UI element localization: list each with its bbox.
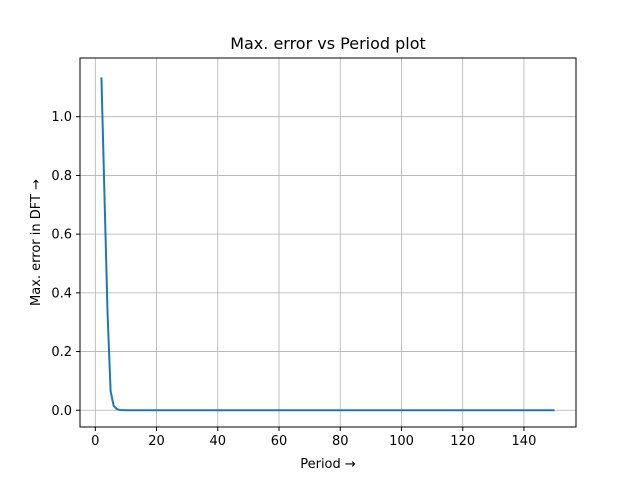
series-line-0: [100, 77, 555, 412]
x-tick-label: 20: [148, 434, 165, 449]
chart-title: Max. error vs Period plot: [230, 34, 426, 53]
y-tick-label: 1.0: [51, 110, 72, 125]
x-axis-label: Period →: [300, 457, 356, 472]
y-tick-label: 0.8: [51, 169, 72, 184]
series-layer: [100, 77, 555, 412]
y-tick-label: 0.0: [51, 404, 72, 419]
x-ticks: 0 20 40 60 80 100 120 140: [91, 427, 536, 449]
y-tick-label: 0.6: [51, 228, 72, 243]
x-tick-label: 40: [210, 434, 227, 449]
x-tick-label: 100: [389, 434, 414, 449]
x-tick-label: 0: [91, 434, 99, 449]
y-axis-label: Max. error in DFT →: [29, 179, 44, 306]
x-tick-label: 60: [271, 434, 288, 449]
x-tick-label: 80: [332, 434, 349, 449]
y-tick-label: 0.4: [51, 286, 72, 301]
y-tick-label: 0.2: [51, 345, 72, 360]
x-tick-label: 120: [450, 434, 475, 449]
axes-frame: [79, 57, 577, 428]
grid: [80, 58, 576, 427]
y-ticks: 0.0 0.2 0.4 0.6 0.8 1.0: [51, 110, 80, 419]
x-tick-label: 140: [512, 434, 537, 449]
